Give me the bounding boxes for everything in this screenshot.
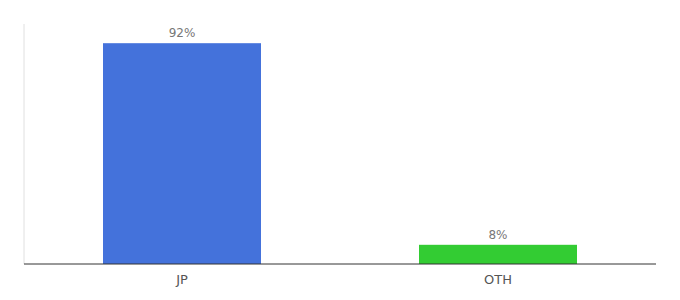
x-axis-line xyxy=(24,264,656,265)
data-label: 92% xyxy=(169,26,196,40)
bars xyxy=(103,43,577,264)
y-range-line xyxy=(24,24,25,264)
data-label: 8% xyxy=(488,228,507,242)
x-tick-label: OTH xyxy=(484,272,512,287)
chart-svg: JP OTH 92% 8% xyxy=(0,0,680,300)
x-tick-label: JP xyxy=(175,272,188,287)
bar xyxy=(419,245,577,264)
bar xyxy=(103,43,261,264)
chart-container: JP OTH 92% 8% xyxy=(0,0,680,300)
